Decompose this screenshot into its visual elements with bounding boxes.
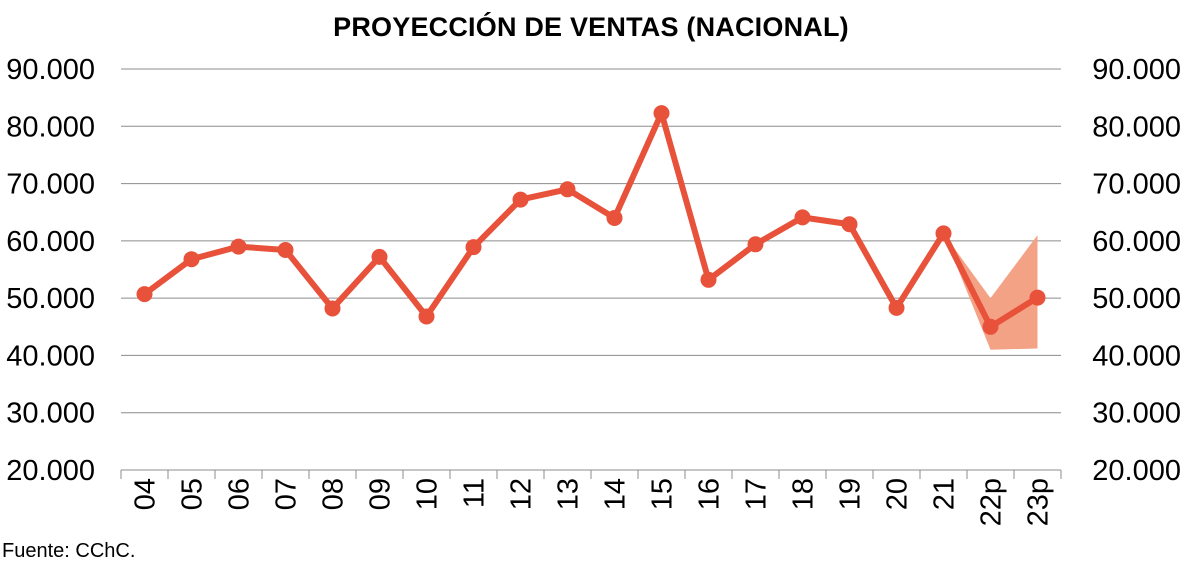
- x-tick-label: 16: [694, 478, 726, 510]
- x-tick-label: 18: [788, 478, 820, 510]
- y-tick-label-left: 70.000: [6, 169, 95, 201]
- data-point: [559, 181, 576, 198]
- data-point: [700, 271, 717, 288]
- x-tick-label: 13: [553, 478, 585, 510]
- x-tick-label: 20: [882, 478, 914, 510]
- x-tick-label: 15: [647, 478, 679, 510]
- y-tick-label-right: 50.000: [1092, 283, 1181, 315]
- y-tick-label-right: 80.000: [1092, 111, 1181, 143]
- x-tick-label: 19: [835, 478, 867, 510]
- y-tick-label-left: 60.000: [6, 226, 95, 258]
- left-y-axis: 20.000 30.000 40.000 50.000 60.000 70.000 80.0…: [6, 54, 95, 487]
- data-point: [841, 216, 858, 233]
- x-tick-label: 14: [600, 478, 632, 510]
- y-tick-label-left: 40.000: [6, 340, 95, 372]
- x-tick-label: 10: [412, 478, 444, 510]
- data-point: [136, 286, 153, 303]
- x-tick-label: 06: [224, 478, 256, 510]
- y-tick-label-right: 60.000: [1092, 226, 1181, 258]
- y-tick-label-left: 20.000: [6, 455, 95, 487]
- x-tick-label: 21: [929, 478, 961, 510]
- data-point: [747, 236, 764, 253]
- data-point: [1029, 289, 1046, 306]
- y-tick-label-left: 30.000: [6, 398, 95, 430]
- x-tick-label: 09: [365, 478, 397, 510]
- data-point: [606, 209, 623, 226]
- x-tick-label: 17: [741, 478, 773, 510]
- data-point: [230, 238, 247, 255]
- y-tick-label-left: 90.000: [6, 54, 95, 86]
- source-note: Fuente: CChC.: [2, 540, 136, 562]
- data-point: [512, 191, 529, 208]
- projection-band-area: [943, 233, 1038, 350]
- y-tick-label-right: 20.000: [1092, 455, 1181, 487]
- x-tick-label: 12: [506, 478, 538, 510]
- projection-band: [943, 233, 1038, 350]
- y-tick-label-left: 50.000: [6, 283, 95, 315]
- data-point: [653, 105, 670, 122]
- data-point: [982, 318, 999, 335]
- x-tick-label: 04: [130, 478, 162, 510]
- y-tick-label-right: 30.000: [1092, 398, 1181, 430]
- x-tick-label: 22p: [976, 478, 1008, 526]
- data-point: [794, 209, 811, 226]
- x-tick-label: 23p: [1023, 478, 1055, 526]
- series-line: [136, 105, 1046, 335]
- data-point: [935, 225, 952, 242]
- y-tick-label-left: 80.000: [6, 111, 95, 143]
- data-point: [418, 308, 435, 325]
- x-tick-label: 07: [271, 478, 303, 510]
- x-tick-label: 11: [459, 478, 491, 508]
- y-tick-label-right: 40.000: [1092, 340, 1181, 372]
- data-point: [324, 300, 341, 317]
- data-point: [465, 239, 482, 256]
- x-tick-label: 08: [318, 478, 350, 510]
- gridlines: [121, 68, 1061, 471]
- chart-title: PROYECCIÓN DE VENTAS (NACIONAL): [333, 12, 849, 42]
- data-point: [277, 242, 294, 259]
- data-point: [371, 248, 388, 265]
- y-tick-label-right: 90.000: [1092, 54, 1181, 86]
- data-point: [888, 299, 905, 316]
- right-y-axis: 20.000 30.000 40.000 50.000 60.000 70.000 80.0…: [1092, 54, 1181, 487]
- x-tick-label: 05: [177, 478, 209, 510]
- series-line-path: [141, 110, 1041, 330]
- x-axis: 04 05 06 07 08 09 10 11 12 13 14 15 16 17 18 19 20 21 22p 2…: [120, 470, 1062, 526]
- y-tick-label-right: 70.000: [1092, 169, 1181, 201]
- data-point: [183, 251, 200, 268]
